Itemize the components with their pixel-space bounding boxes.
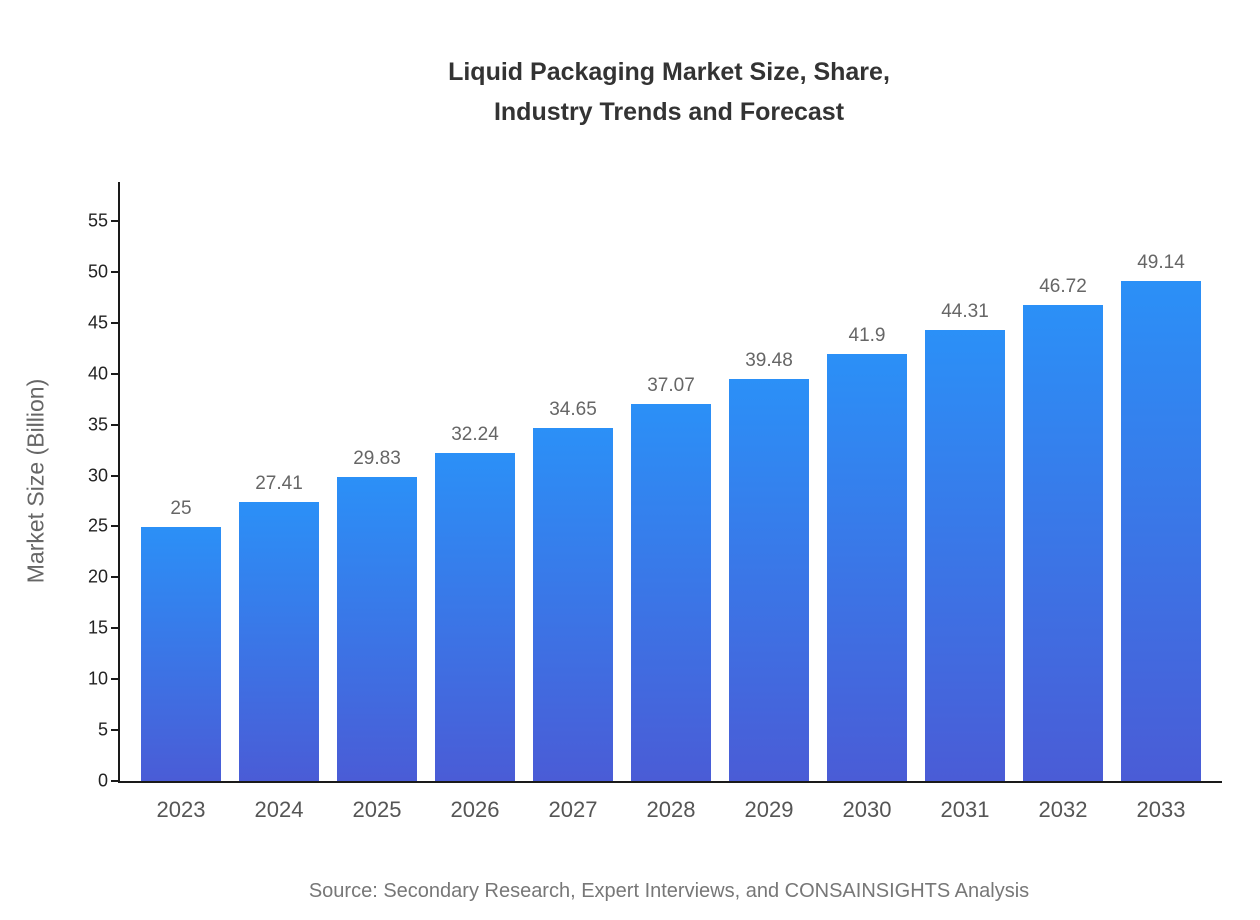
bar-value-label: 49.14 — [1137, 251, 1185, 273]
x-tick-label: 2029 — [744, 797, 794, 822]
y-tick-label: 20 — [87, 566, 108, 587]
y-tick-label: 15 — [87, 617, 108, 638]
chart-title: Liquid Packaging Market Size, Share, Ind… — [118, 52, 1220, 132]
y-tick-label: 10 — [87, 668, 108, 689]
bar-group: 27.41 2024 — [230, 182, 328, 822]
y-tick-label: 55 — [87, 210, 108, 231]
bar-value-label: 39.48 — [745, 350, 793, 371]
plot-area: 25 2023 27.41 2024 29.83 2025 32.24 2026 34.65 20… — [88, 182, 1222, 822]
y-tick-label: 0 — [97, 770, 108, 791]
y-tick-label: 25 — [87, 515, 108, 536]
x-tick-label: 2024 — [254, 797, 304, 822]
bar — [1121, 280, 1201, 781]
bar-value-label: 27.41 — [255, 472, 303, 494]
bars-container: 25 2023 27.41 2024 29.83 2025 32.24 2026 34.65 20… — [120, 182, 1222, 822]
y-tick-mark — [111, 576, 120, 579]
y-tick-mark — [111, 525, 120, 528]
y-tick-label: 35 — [87, 414, 108, 435]
bar-group: 34.65 2027 — [524, 182, 622, 822]
bar — [239, 501, 319, 781]
bar-value-label: 41.9 — [848, 325, 886, 347]
y-tick-mark — [111, 270, 120, 273]
bar-group: 25 2023 — [132, 182, 230, 822]
bar-group: 32.24 2026 — [426, 182, 524, 822]
x-tick-label: 2028 — [646, 797, 696, 822]
bar — [729, 379, 809, 781]
bar-group: 37.07 2028 — [622, 182, 720, 822]
y-tick-mark — [111, 627, 120, 630]
x-tick-label: 2030 — [842, 797, 892, 822]
x-tick-label: 2026 — [450, 797, 500, 822]
x-tick-label: 2027 — [548, 797, 598, 822]
y-tick-mark — [111, 220, 120, 222]
bar-value-label: 32.24 — [451, 423, 499, 445]
bar — [827, 354, 907, 781]
y-tick-mark — [111, 423, 120, 426]
source-note: Source: Secondary Research, Expert Inter… — [308, 880, 1030, 902]
x-tick-label: 2033 — [1136, 797, 1186, 822]
x-tick-label: 2025 — [352, 797, 402, 822]
bar-value-label: 34.65 — [549, 399, 597, 421]
bar-value-label: 29.83 — [353, 448, 401, 470]
bar-group: 44.31 2031 — [916, 182, 1014, 822]
y-tick-mark — [111, 321, 120, 324]
y-tick-mark — [111, 678, 120, 681]
chart-title-line1: Liquid Packaging Market Size, Share, — [448, 58, 890, 86]
y-tick-mark — [111, 474, 120, 477]
bar — [631, 403, 711, 781]
bar — [337, 477, 417, 781]
bar-value-label: 46.72 — [1039, 276, 1087, 298]
y-tick-label: 50 — [87, 261, 108, 282]
bar-group: 39.48 2029 — [720, 182, 818, 822]
y-tick-mark — [111, 729, 120, 732]
bar-group: 29.83 2025 — [328, 182, 426, 822]
y-axis-title: Market Size (Billion) — [22, 378, 49, 584]
bar — [435, 452, 515, 781]
bar-value-label: 37.07 — [647, 374, 695, 396]
bar-group: 46.72 2032 — [1014, 182, 1112, 822]
bar-group: 41.9 2030 — [818, 182, 916, 822]
y-tick-label: 40 — [87, 363, 108, 384]
y-tick-mark — [111, 372, 120, 375]
bar-value-label: 44.31 — [941, 300, 989, 322]
y-tick-label: 5 — [97, 719, 108, 740]
y-tick-mark — [111, 780, 120, 782]
y-tick-label: 45 — [87, 312, 108, 333]
bar — [925, 329, 1005, 781]
x-tick-label: 2023 — [156, 797, 206, 822]
x-tick-label: 2031 — [940, 797, 990, 822]
x-tick-label: 2032 — [1038, 797, 1088, 822]
bar — [1023, 305, 1103, 781]
bar — [141, 526, 221, 781]
bar-group: 49.14 2033 — [1112, 182, 1210, 822]
chart-title-line2: Industry Trends and Forecast — [493, 98, 845, 126]
bar — [533, 428, 613, 781]
y-tick-label: 30 — [87, 465, 108, 486]
bar-value-label: 25 — [170, 497, 192, 519]
